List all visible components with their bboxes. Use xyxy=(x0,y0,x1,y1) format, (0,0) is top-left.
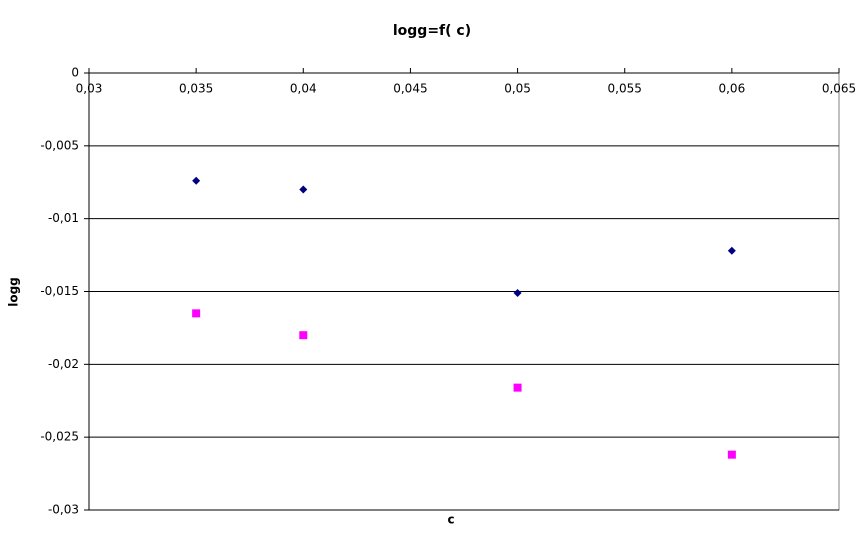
point xyxy=(192,309,201,318)
y-tick-label: 0 xyxy=(71,66,79,80)
x-tick-label: 0,055 xyxy=(608,82,642,96)
x-tick-label: 0,05 xyxy=(504,82,531,96)
y-tick-label: -0,005 xyxy=(40,138,79,152)
y-axis-label: logg xyxy=(7,277,21,307)
x-tick-label: 0,035 xyxy=(179,82,213,96)
y-tick-label: -0,025 xyxy=(40,430,79,444)
point xyxy=(299,185,308,194)
x-tick-label: 0,04 xyxy=(290,82,317,96)
x-tick-label: 0,03 xyxy=(76,82,103,96)
x-axis-label: c xyxy=(447,513,454,527)
point xyxy=(513,383,522,392)
y-tick-label: -0,02 xyxy=(48,357,79,371)
x-tick-label: 0,065 xyxy=(822,82,856,96)
y-tick-label: -0,03 xyxy=(48,503,79,517)
y-tick-label: -0,015 xyxy=(40,284,79,298)
point xyxy=(727,246,736,255)
x-tick-label: 0,06 xyxy=(718,82,745,96)
point xyxy=(299,331,308,340)
point xyxy=(727,450,736,459)
point xyxy=(513,288,522,297)
y-tick-label: -0,01 xyxy=(48,211,79,225)
point xyxy=(192,176,201,185)
x-tick-label: 0,045 xyxy=(393,82,427,96)
chart-title: logg=f( c) xyxy=(393,23,471,39)
